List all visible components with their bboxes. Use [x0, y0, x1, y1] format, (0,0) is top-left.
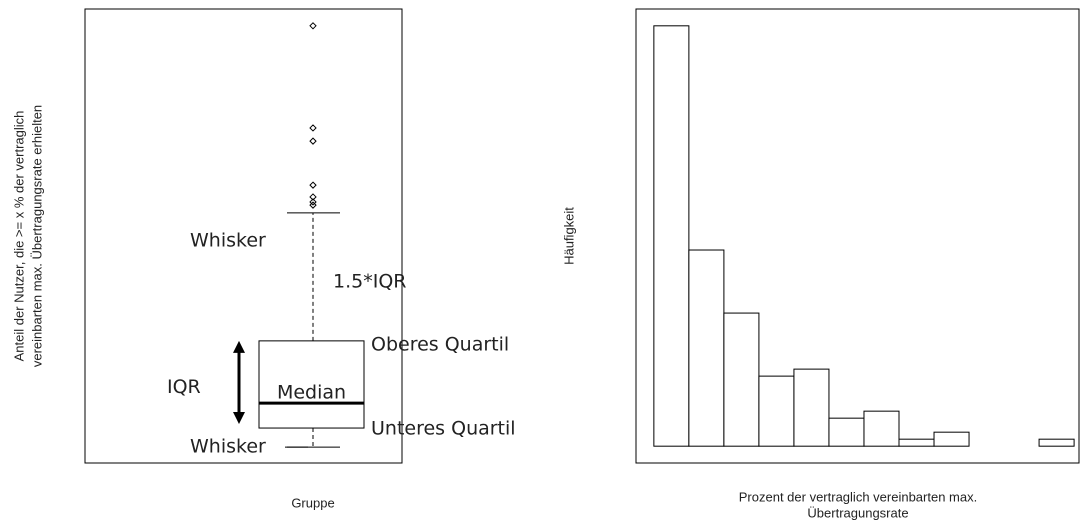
- x-axis-label: Gruppe: [291, 495, 334, 510]
- outlier: [309, 193, 317, 201]
- outlier: [309, 22, 317, 30]
- bar: [688, 249, 725, 447]
- y-axis-label: vereinbarten max. Übertragungsrate erhie…: [29, 105, 44, 367]
- annotation: Whisker: [190, 229, 266, 251]
- bar: [723, 312, 760, 447]
- y-axis-label: Anteil der Nutzer, die >= x % der vertra…: [11, 111, 26, 362]
- y-axis-label: Häufigkeit: [561, 207, 576, 265]
- bar: [863, 410, 900, 447]
- outlier: [309, 198, 317, 206]
- annotation: IQR: [167, 376, 201, 398]
- x-axis-label: Prozent der vertraglich vereinbarten max…: [739, 489, 977, 504]
- bar: [653, 25, 690, 447]
- bar: [758, 375, 795, 447]
- bar: [828, 417, 865, 447]
- outlier: [309, 181, 317, 189]
- box: [258, 340, 365, 429]
- outlier: [309, 137, 317, 145]
- annotation: Whisker: [190, 436, 266, 458]
- bar: [898, 438, 935, 447]
- bar: [1038, 438, 1075, 447]
- plot-frame: [84, 8, 403, 464]
- outlier: [309, 201, 317, 209]
- outlier: [309, 124, 317, 132]
- annotation: Median: [277, 382, 346, 404]
- bar: [933, 431, 970, 447]
- plot-frame: [635, 8, 1080, 464]
- bar: [793, 368, 830, 447]
- annotation: Unteres Quartil: [371, 418, 516, 440]
- annotation: 1.5*IQR: [333, 271, 406, 293]
- annotation: Oberes Quartil: [371, 333, 509, 355]
- x-axis-label: Übertragungsrate: [807, 505, 908, 520]
